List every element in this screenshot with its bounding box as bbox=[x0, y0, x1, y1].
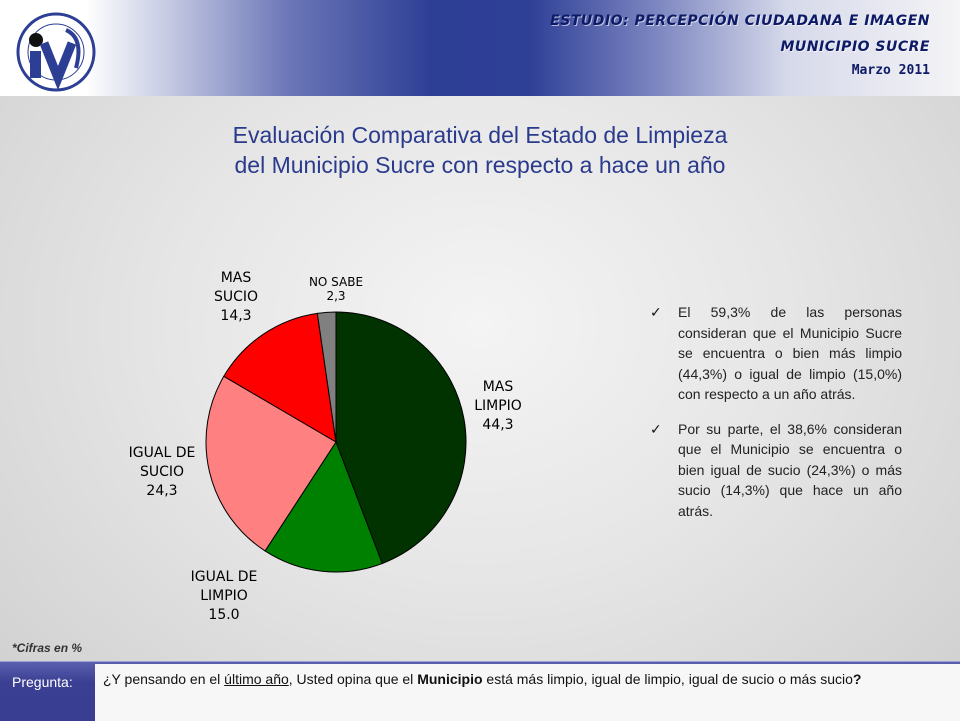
question-bold: Municipio bbox=[417, 671, 483, 687]
pie-slice-igual-de-sucio bbox=[205, 375, 337, 552]
pie-label-igual-de-sucio: IGUAL DE SUCIO 24,3 bbox=[129, 445, 196, 499]
question-footer: Pregunta: ¿Y pensando en el último año, … bbox=[0, 661, 960, 721]
finding-text: El 59,3% de las personas consideran que … bbox=[678, 304, 902, 402]
question-panel bbox=[95, 664, 960, 721]
slide-title: Evaluación Comparativa del Estado de Lim… bbox=[120, 120, 840, 180]
slide-title-line-2: del Municipio Sucre con respecto a hace … bbox=[234, 152, 726, 178]
question-part: ¿Y pensando en el bbox=[103, 671, 225, 687]
pie-label-no-sabe: NO SABE 2,3 bbox=[309, 275, 363, 303]
study-title: ESTUDIO: PERCEPCIÓN CIUDADANA E IMAGEN bbox=[550, 13, 930, 29]
slide-title-line-1: Evaluación Comparativa del Estado de Lim… bbox=[232, 122, 728, 148]
question-underlined: último año bbox=[224, 671, 289, 687]
pie-label-mas-sucio: MAS SUCIO 14,3 bbox=[214, 270, 258, 324]
question-part: está más limpio, igual de limpio, igual … bbox=[482, 671, 853, 687]
pie-slice-no-sabe bbox=[316, 311, 337, 443]
question-text: ¿Y pensando en el último año, Usted opin… bbox=[103, 669, 933, 689]
figures-note: *Cifras en % bbox=[12, 641, 83, 655]
study-subtitle: MUNICIPIO SUCRE bbox=[780, 39, 930, 55]
finding-text: Por su parte, el 38,6% consideran que el… bbox=[678, 420, 902, 519]
header-banner: ESTUDIO: PERCEPCIÓN CIUDADANA E IMAGEN M… bbox=[0, 0, 960, 96]
pie-slice-mas-limpio bbox=[335, 311, 467, 565]
findings-list: ✓ El 59,3% de las personas consideran qu… bbox=[650, 302, 902, 535]
checkmark-icon: ✓ bbox=[650, 421, 662, 438]
finding-item: ✓ El 59,3% de las personas consideran qu… bbox=[650, 302, 902, 405]
question-part: , Usted opina que el bbox=[288, 671, 418, 687]
pie-chart: MAS LIMPIO 44,3 IGUAL DE LIMPIO 15.0 IGUAL DE S… bbox=[129, 270, 522, 623]
question-label: Pregunta: bbox=[12, 674, 73, 690]
question-end: ? bbox=[852, 671, 862, 687]
pie-label-mas-limpio: MAS LIMPIO 44,3 bbox=[474, 379, 522, 433]
pie-slice-igual-de-limpio bbox=[264, 440, 383, 573]
ivad-logo bbox=[16, 12, 96, 92]
finding-item: ✓ Por su parte, el 38,6% consideran que … bbox=[650, 419, 902, 522]
pie-label-igual-de-limpio: IGUAL DE LIMPIO 15.0 bbox=[191, 569, 258, 623]
checkmark-icon: ✓ bbox=[650, 305, 662, 321]
pie-slice-mas-sucio bbox=[223, 312, 337, 443]
study-date: Marzo 2011 bbox=[851, 63, 930, 78]
